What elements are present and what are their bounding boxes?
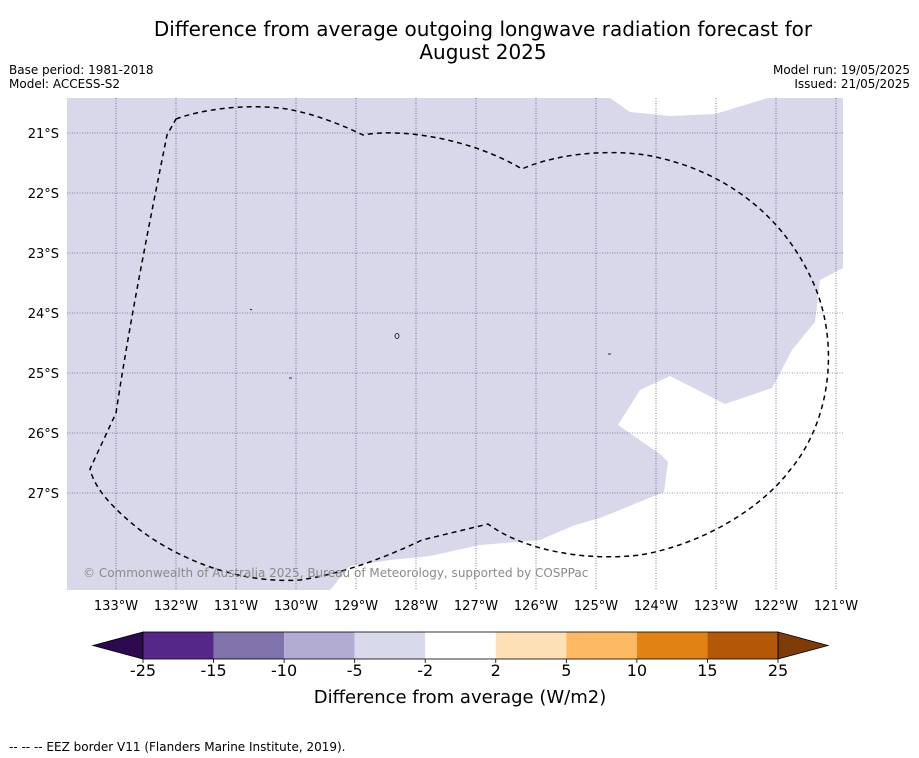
- lon-label-132w: 132°W: [154, 599, 198, 614]
- colorbar-extend-high: [777, 631, 830, 660]
- lon-label-131w: 131°W: [214, 599, 258, 614]
- lat-labels: 21°S 22°S 23°S 24°S 25°S 26°S 27°S: [28, 127, 59, 502]
- eez-footnote: -- -- -- EEZ border V11 (Flanders Marine…: [9, 740, 346, 754]
- colorbar-swatch: [707, 632, 778, 659]
- colorbar: -25 -15 -10 -5 -2 2 5 10 15 25 Difference from av…: [91, 631, 830, 708]
- colorbar-tick-label: -2: [417, 661, 433, 680]
- map-title: Difference from average outgoing longwav…: [0, 18, 919, 64]
- colorbar-swatch: [566, 632, 637, 659]
- colorbar-swatch: [213, 632, 285, 659]
- anomaly-region: [67, 98, 843, 590]
- lat-label-24s: 24°S: [28, 307, 59, 322]
- model-run: Model run: 19/05/2025: [772, 63, 910, 77]
- colorbar-outline: [142, 631, 779, 660]
- lon-label-133w: 133°W: [94, 599, 138, 614]
- colorbar-ticks: -25 -15 -10 -5 -2 2 5 10 15 25: [130, 659, 788, 680]
- island-mark: [394, 333, 400, 339]
- colorbar-tick-label: 2: [491, 661, 501, 680]
- colorbar-swatch: [354, 632, 426, 659]
- title-line-2: August 2025: [419, 40, 547, 64]
- colorbar-swatch: [495, 632, 567, 659]
- lon-label-122w: 122°W: [754, 599, 798, 614]
- lon-label-121w: 121°W: [814, 599, 858, 614]
- lat-label-27s: 27°S: [28, 487, 59, 502]
- lon-label-126w: 126°W: [514, 599, 558, 614]
- map-area: © Commonwealth of Australia 2025, Bureau…: [67, 98, 843, 590]
- lon-label-128w: 128°W: [394, 599, 438, 614]
- colorbar-swatch: [425, 632, 496, 659]
- base-period: Base period: 1981-2018: [9, 63, 154, 77]
- small-islands: [249, 308, 611, 379]
- meta-right: Model run: 19/05/2025 Issued: 21/05/2025: [773, 63, 910, 91]
- colorbar-swatch: [636, 632, 708, 659]
- lat-label-22s: 22°S: [28, 187, 59, 202]
- colorbar-tick-label: 5: [561, 661, 571, 680]
- colorbar-swatch: [284, 632, 355, 659]
- lon-label-130w: 130°W: [274, 599, 318, 614]
- issued-date: Issued: 21/05/2025: [794, 77, 910, 91]
- lat-label-21s: 21°S: [28, 127, 59, 142]
- colorbar-tick-label: -5: [347, 661, 363, 680]
- title-line-1: Difference from average outgoing longwav…: [153, 17, 813, 41]
- lon-label-123w: 123°W: [694, 599, 738, 614]
- colorbar-tick-label: -10: [271, 661, 297, 680]
- colorbar-label: Difference from average (W/m2): [314, 687, 606, 708]
- colorbar-tick-label: 10: [627, 661, 647, 680]
- meta-left: Base period: 1981-2018 Model: ACCESS-S2: [9, 63, 154, 91]
- lon-labels: 133°W 132°W 131°W 130°W 129°W 128°W 127°…: [94, 599, 858, 614]
- island-mark: [249, 308, 253, 311]
- copyright-text: © Commonwealth of Australia 2025, Bureau…: [83, 566, 588, 580]
- lat-label-26s: 26°S: [28, 427, 59, 442]
- lon-label-127w: 127°W: [454, 599, 498, 614]
- lon-label-125w: 125°W: [574, 599, 618, 614]
- anomaly-white-island: [681, 444, 737, 486]
- colorbar-tick-label: -15: [200, 661, 226, 680]
- colorbar-tick-label: 15: [697, 661, 717, 680]
- colorbar-tick-label: -25: [130, 661, 156, 680]
- lat-gridlines: [67, 132, 843, 494]
- eez-border: [89, 106, 830, 582]
- lon-gridlines: [115, 98, 837, 590]
- colorbar-swatch: [143, 632, 214, 659]
- lon-label-124w: 124°W: [634, 599, 678, 614]
- colorbar-swatches: [91, 631, 830, 660]
- model-name: Model: ACCESS-S2: [9, 77, 121, 91]
- colorbar-tick-label: 25: [768, 661, 788, 680]
- lon-label-129w: 129°W: [334, 599, 378, 614]
- colorbar-extend-low: [91, 631, 144, 660]
- lat-label-23s: 23°S: [28, 247, 59, 262]
- lat-label-25s: 25°S: [28, 367, 59, 382]
